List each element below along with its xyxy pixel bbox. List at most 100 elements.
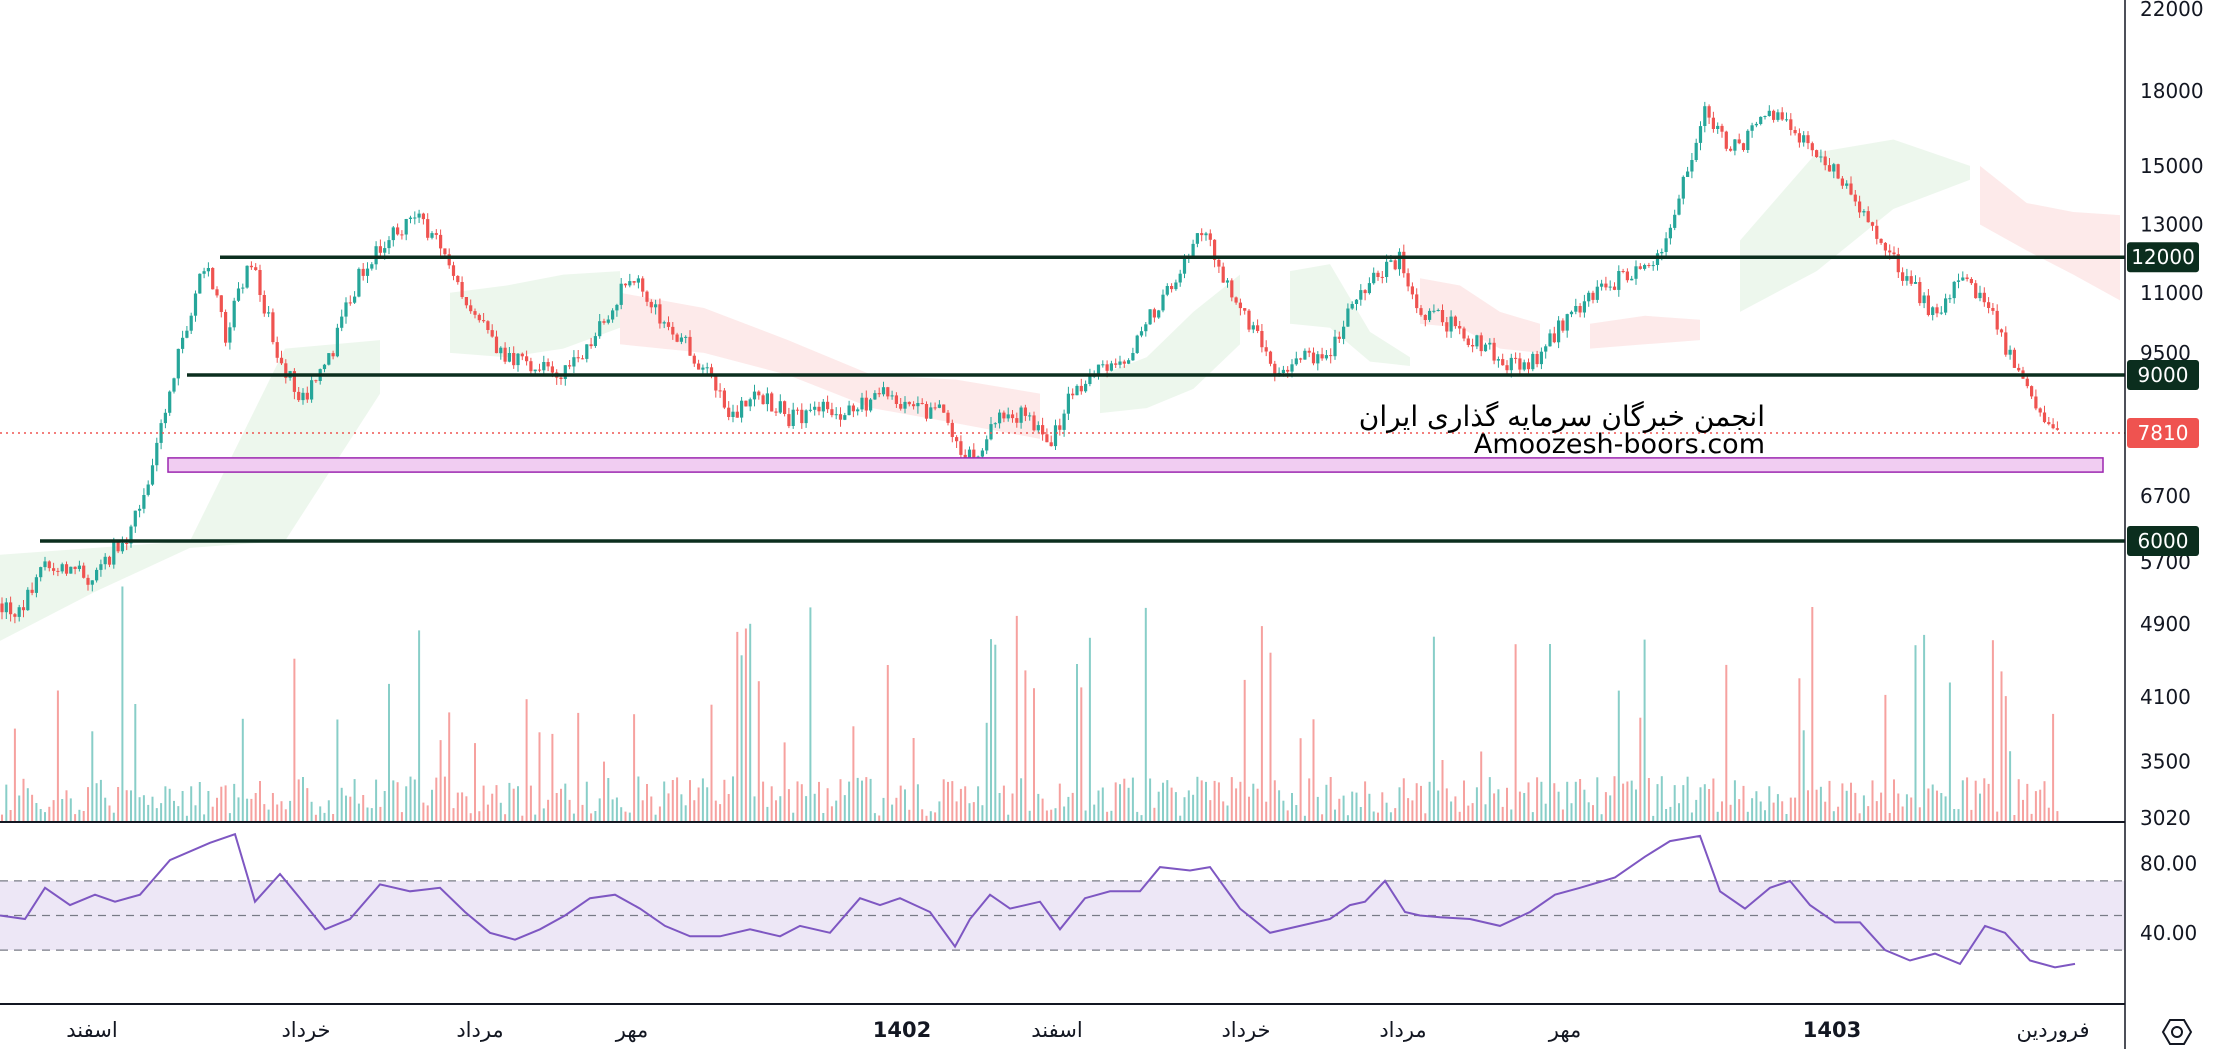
candle-body <box>1720 125 1724 132</box>
candle-body <box>1944 298 1948 313</box>
candle-body <box>628 281 632 286</box>
volume-bar <box>327 800 330 822</box>
volume-bar <box>1235 788 1238 822</box>
volume-bar <box>491 793 494 822</box>
volume-bar <box>1875 801 1878 822</box>
time-axis[interactable]: اسفند خرداد مرداد مهر 1402 اسفند خرداد مرداد مهر… <box>66 1018 2089 1042</box>
candle-body <box>697 363 701 370</box>
volume-bar <box>1415 783 1418 822</box>
volume-bar <box>259 781 261 822</box>
candle-body <box>963 454 967 459</box>
candle-body <box>1784 119 1789 121</box>
volume-bar <box>658 806 661 822</box>
candle-body <box>843 415 847 420</box>
candle-body <box>568 365 572 367</box>
candle-body <box>64 564 69 574</box>
candle-body <box>1991 308 1995 311</box>
candle-body <box>464 297 468 306</box>
volume-bar <box>310 801 313 822</box>
volume-bar <box>1278 790 1281 822</box>
volume-bar <box>2034 791 2037 822</box>
candle-body <box>507 353 511 362</box>
volume-bar <box>637 776 640 822</box>
volume-bar <box>1303 815 1306 822</box>
candle-body <box>1514 357 1518 359</box>
candle-body <box>2038 408 2042 413</box>
candle-body <box>1999 329 2004 333</box>
candle-body <box>1049 442 1053 447</box>
volume-bar <box>211 806 214 822</box>
candle-body <box>116 542 120 552</box>
volume-bar <box>1041 798 1044 822</box>
volume-bar <box>1867 806 1870 822</box>
candle-body <box>2017 367 2021 371</box>
volume-bar <box>1600 814 1603 822</box>
candle-body <box>1303 350 1307 360</box>
candle-body <box>1621 271 1625 272</box>
volume-bar <box>56 690 59 822</box>
candle-body <box>1698 126 1703 143</box>
volume-bar <box>951 781 954 822</box>
volume-bar <box>985 722 988 822</box>
volume-bar <box>185 815 188 822</box>
candle-body <box>1363 290 1367 294</box>
candle-body <box>1496 359 1500 361</box>
candle-body <box>215 289 219 296</box>
candle-body <box>1354 299 1359 304</box>
candle-body <box>1690 160 1694 172</box>
volume-bar <box>830 806 833 822</box>
volume-bar <box>314 814 317 822</box>
volume-bar <box>1944 796 1947 822</box>
support-zone-rect[interactable] <box>167 457 2104 473</box>
price-axis[interactable]: 2200018000150001300011000950067005700490… <box>2140 0 2204 830</box>
volume-bar <box>443 776 446 822</box>
volume-bar <box>1493 793 1496 822</box>
candle-body <box>1290 364 1294 372</box>
candle-body <box>1088 375 1092 384</box>
volume-bar <box>233 783 236 822</box>
volume-bar <box>1768 786 1771 822</box>
level-badge-12000 <box>2127 242 2199 273</box>
candle-body <box>1191 243 1195 257</box>
volume-bar <box>835 800 838 822</box>
volume-bar <box>155 808 158 822</box>
volume-bar <box>1321 814 1324 822</box>
volume-bar <box>138 797 141 822</box>
candle-body <box>1316 354 1320 364</box>
volume-bar <box>710 704 713 822</box>
candle-body <box>1965 277 1969 279</box>
candle-body <box>1376 272 1380 277</box>
candle-body <box>1612 286 1617 290</box>
candle-body <box>236 288 241 301</box>
volume-bar <box>1007 814 1010 822</box>
volume-bar <box>1712 778 1715 822</box>
volume-bar <box>1463 780 1465 822</box>
volume-bar <box>1703 784 1706 822</box>
volume-bar <box>1217 782 1220 822</box>
volume-bar <box>732 776 734 822</box>
volume-bar <box>719 804 722 822</box>
volume-bar <box>1854 792 1857 822</box>
volume-bar <box>1076 664 1078 822</box>
candle-body <box>73 566 77 569</box>
candle-body <box>1062 413 1066 430</box>
volume-bar <box>1286 810 1289 822</box>
candle-body <box>292 371 296 392</box>
rsi-axis[interactable]: 80.00 40.00 <box>2140 852 2197 945</box>
candle-body <box>1402 251 1406 274</box>
candle-body <box>1372 272 1376 284</box>
candle-body <box>847 405 851 416</box>
volume-bar <box>1660 776 1663 822</box>
candle-body <box>1225 280 1230 283</box>
volume-bar <box>1205 781 1207 822</box>
settings-hexagon-icon[interactable] <box>2161 1019 2193 1045</box>
level-badges: 12000 9000 6000 7810 <box>2127 242 2199 556</box>
candle-body <box>0 603 4 613</box>
volume-bar <box>177 806 180 822</box>
candle-body <box>1260 331 1264 348</box>
candle-body <box>2008 349 2012 355</box>
volume-bar <box>1811 607 1814 822</box>
candle-body <box>512 353 516 366</box>
volume-bar <box>1213 780 1216 822</box>
candle-body <box>778 401 782 413</box>
